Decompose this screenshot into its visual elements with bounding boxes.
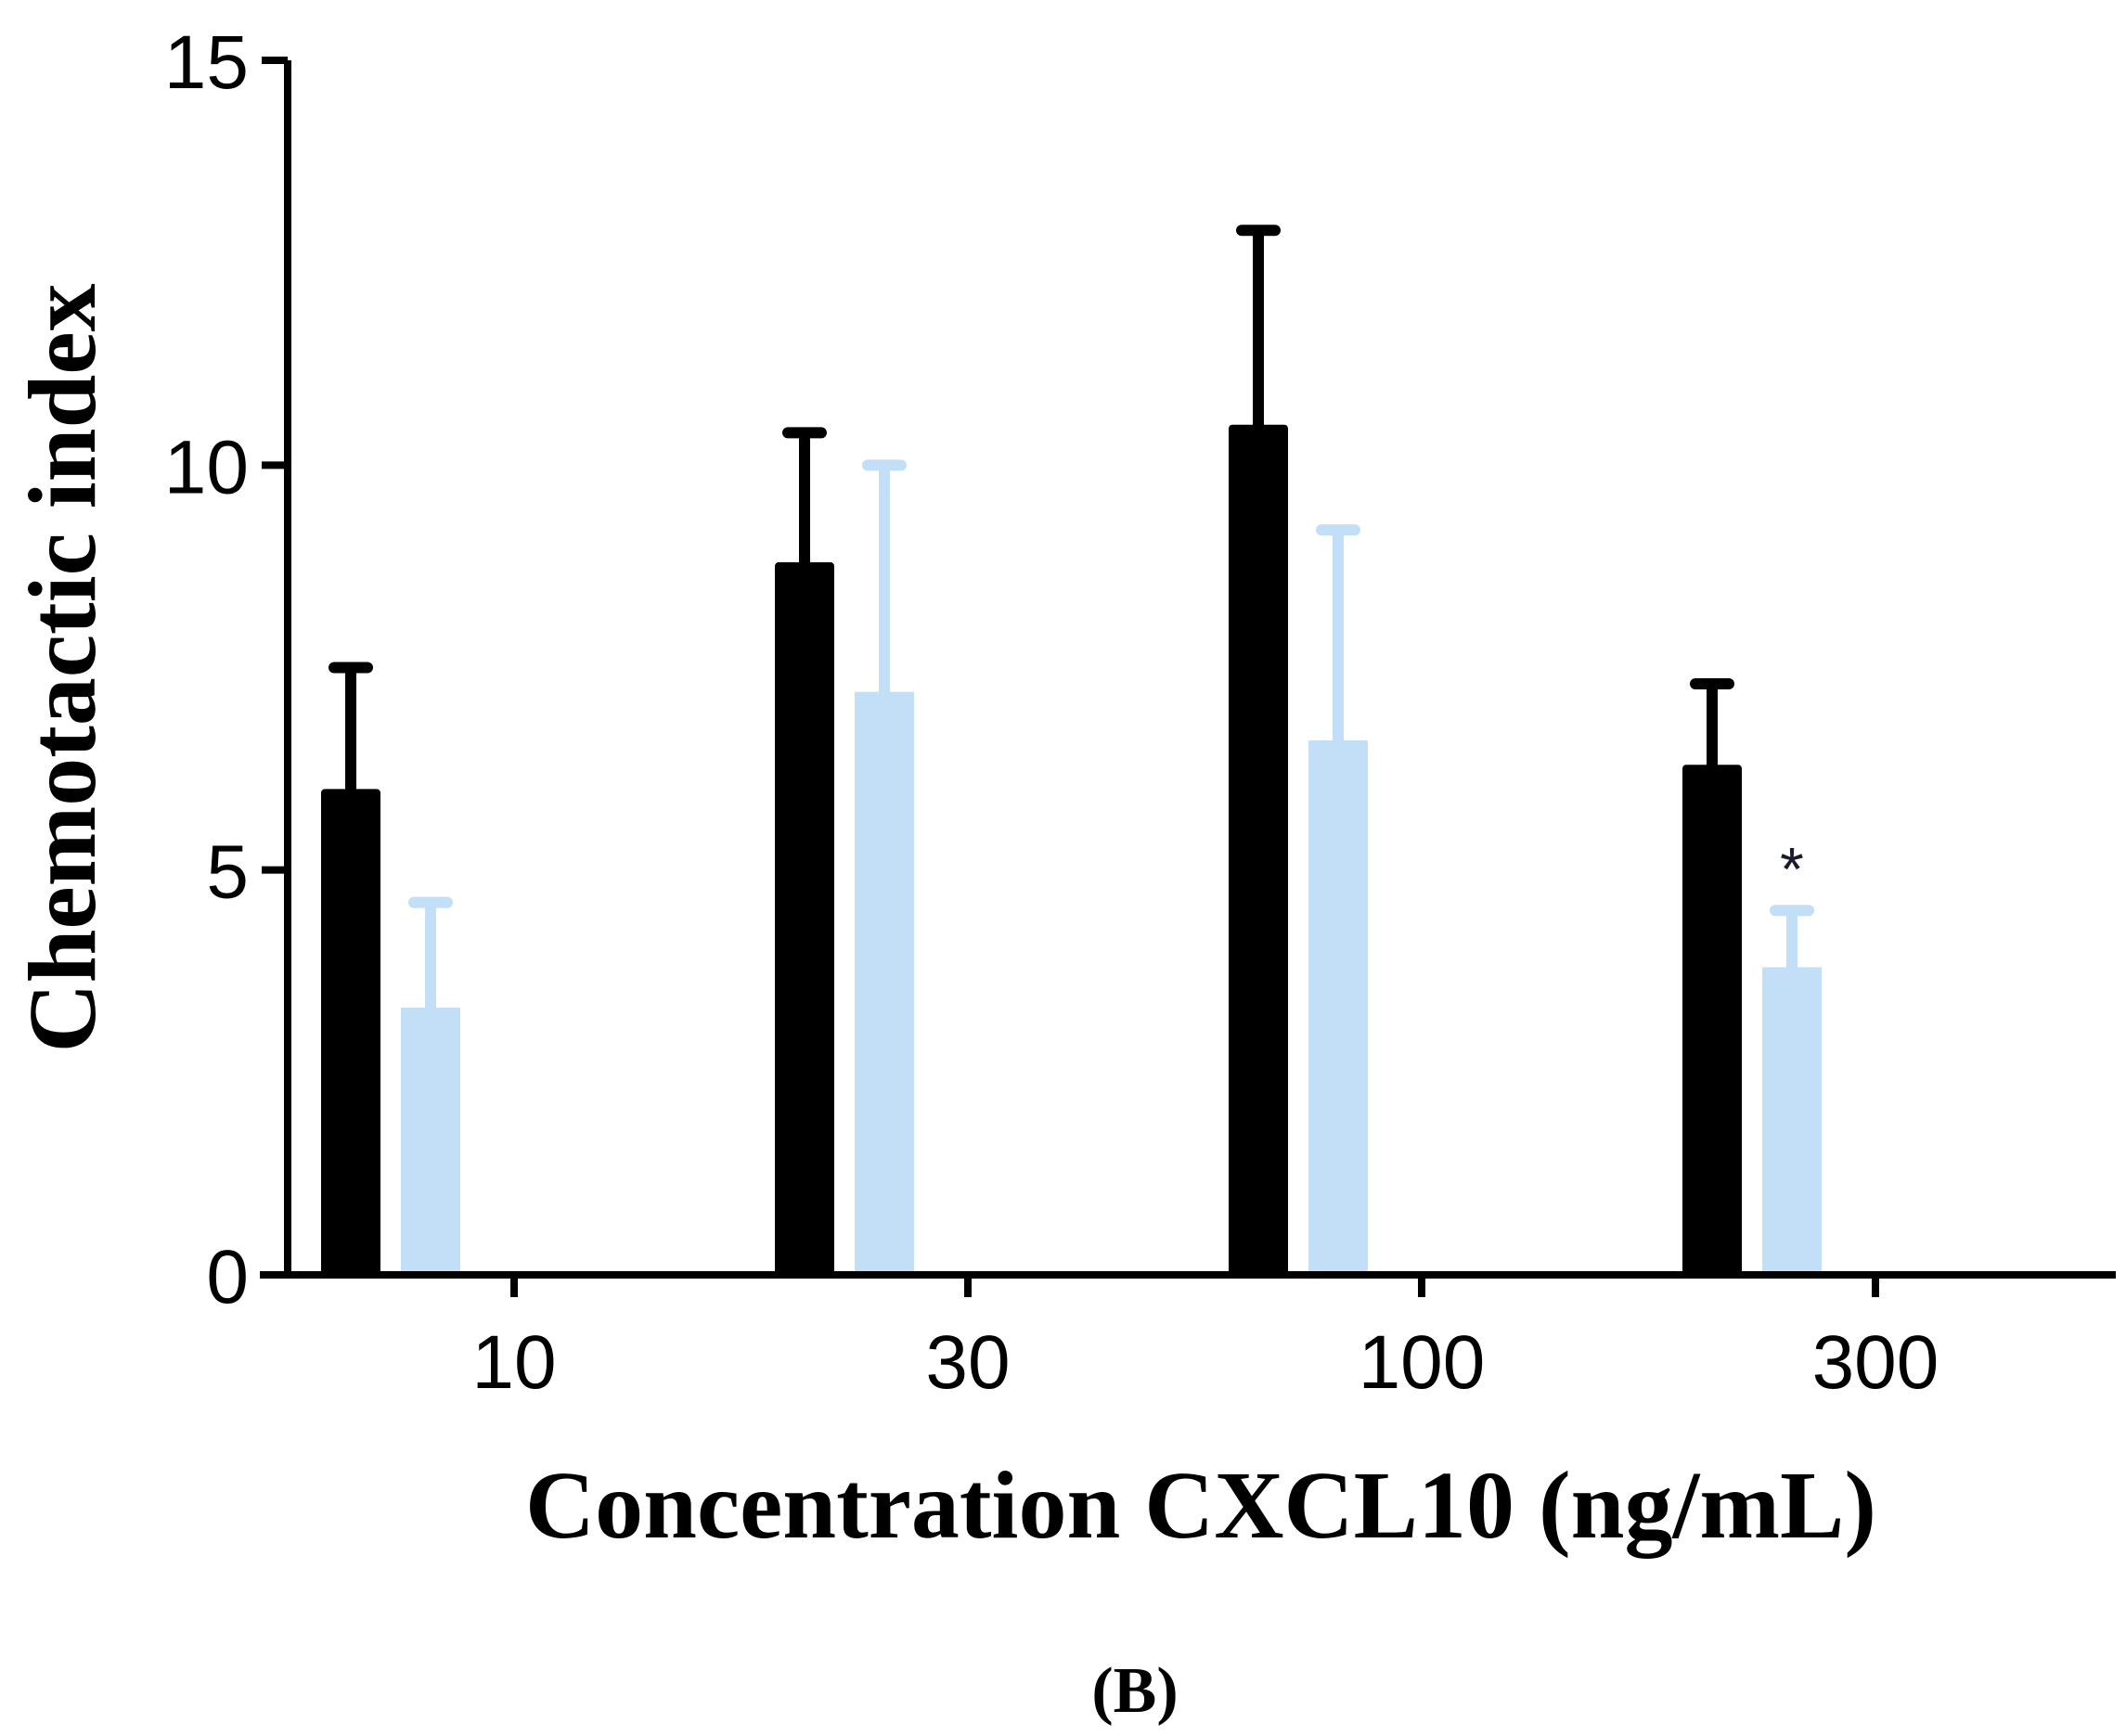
bar-dark-100 bbox=[1229, 424, 1288, 1275]
y-tick-label: 5 bbox=[206, 830, 249, 915]
x-tick-label: 100 bbox=[1359, 1320, 1486, 1405]
x-ticks: 10 30 100 300 bbox=[471, 1275, 1939, 1405]
annotations: * bbox=[1780, 834, 1804, 903]
panel-label: (B) bbox=[1091, 1655, 1178, 1727]
x-tick-label: 30 bbox=[925, 1320, 1010, 1405]
bar-light-300 bbox=[1762, 967, 1822, 1275]
bars-layer bbox=[321, 424, 1822, 1275]
bar-light-30 bbox=[855, 691, 914, 1275]
bar-light-10 bbox=[401, 1008, 460, 1275]
bar-dark-10 bbox=[321, 789, 380, 1275]
bar-dark-30 bbox=[775, 562, 834, 1275]
y-tick-label: 15 bbox=[164, 20, 249, 105]
y-ticks: 0 5 10 15 bbox=[164, 20, 288, 1319]
x-axis-title: Concentration CXCL10 (ng/mL) bbox=[525, 1452, 1876, 1559]
x-tick-label: 300 bbox=[1812, 1320, 1939, 1405]
y-tick-label: 10 bbox=[164, 425, 249, 509]
bar-light-100 bbox=[1308, 740, 1368, 1275]
y-tick-label: 0 bbox=[206, 1235, 249, 1319]
bar-dark-300 bbox=[1682, 765, 1742, 1275]
x-tick-label: 10 bbox=[471, 1320, 556, 1405]
error-bars-layer bbox=[329, 225, 1814, 1010]
significance-marker: * bbox=[1780, 834, 1804, 903]
y-axis-title: Chemotactic index bbox=[9, 284, 116, 1053]
